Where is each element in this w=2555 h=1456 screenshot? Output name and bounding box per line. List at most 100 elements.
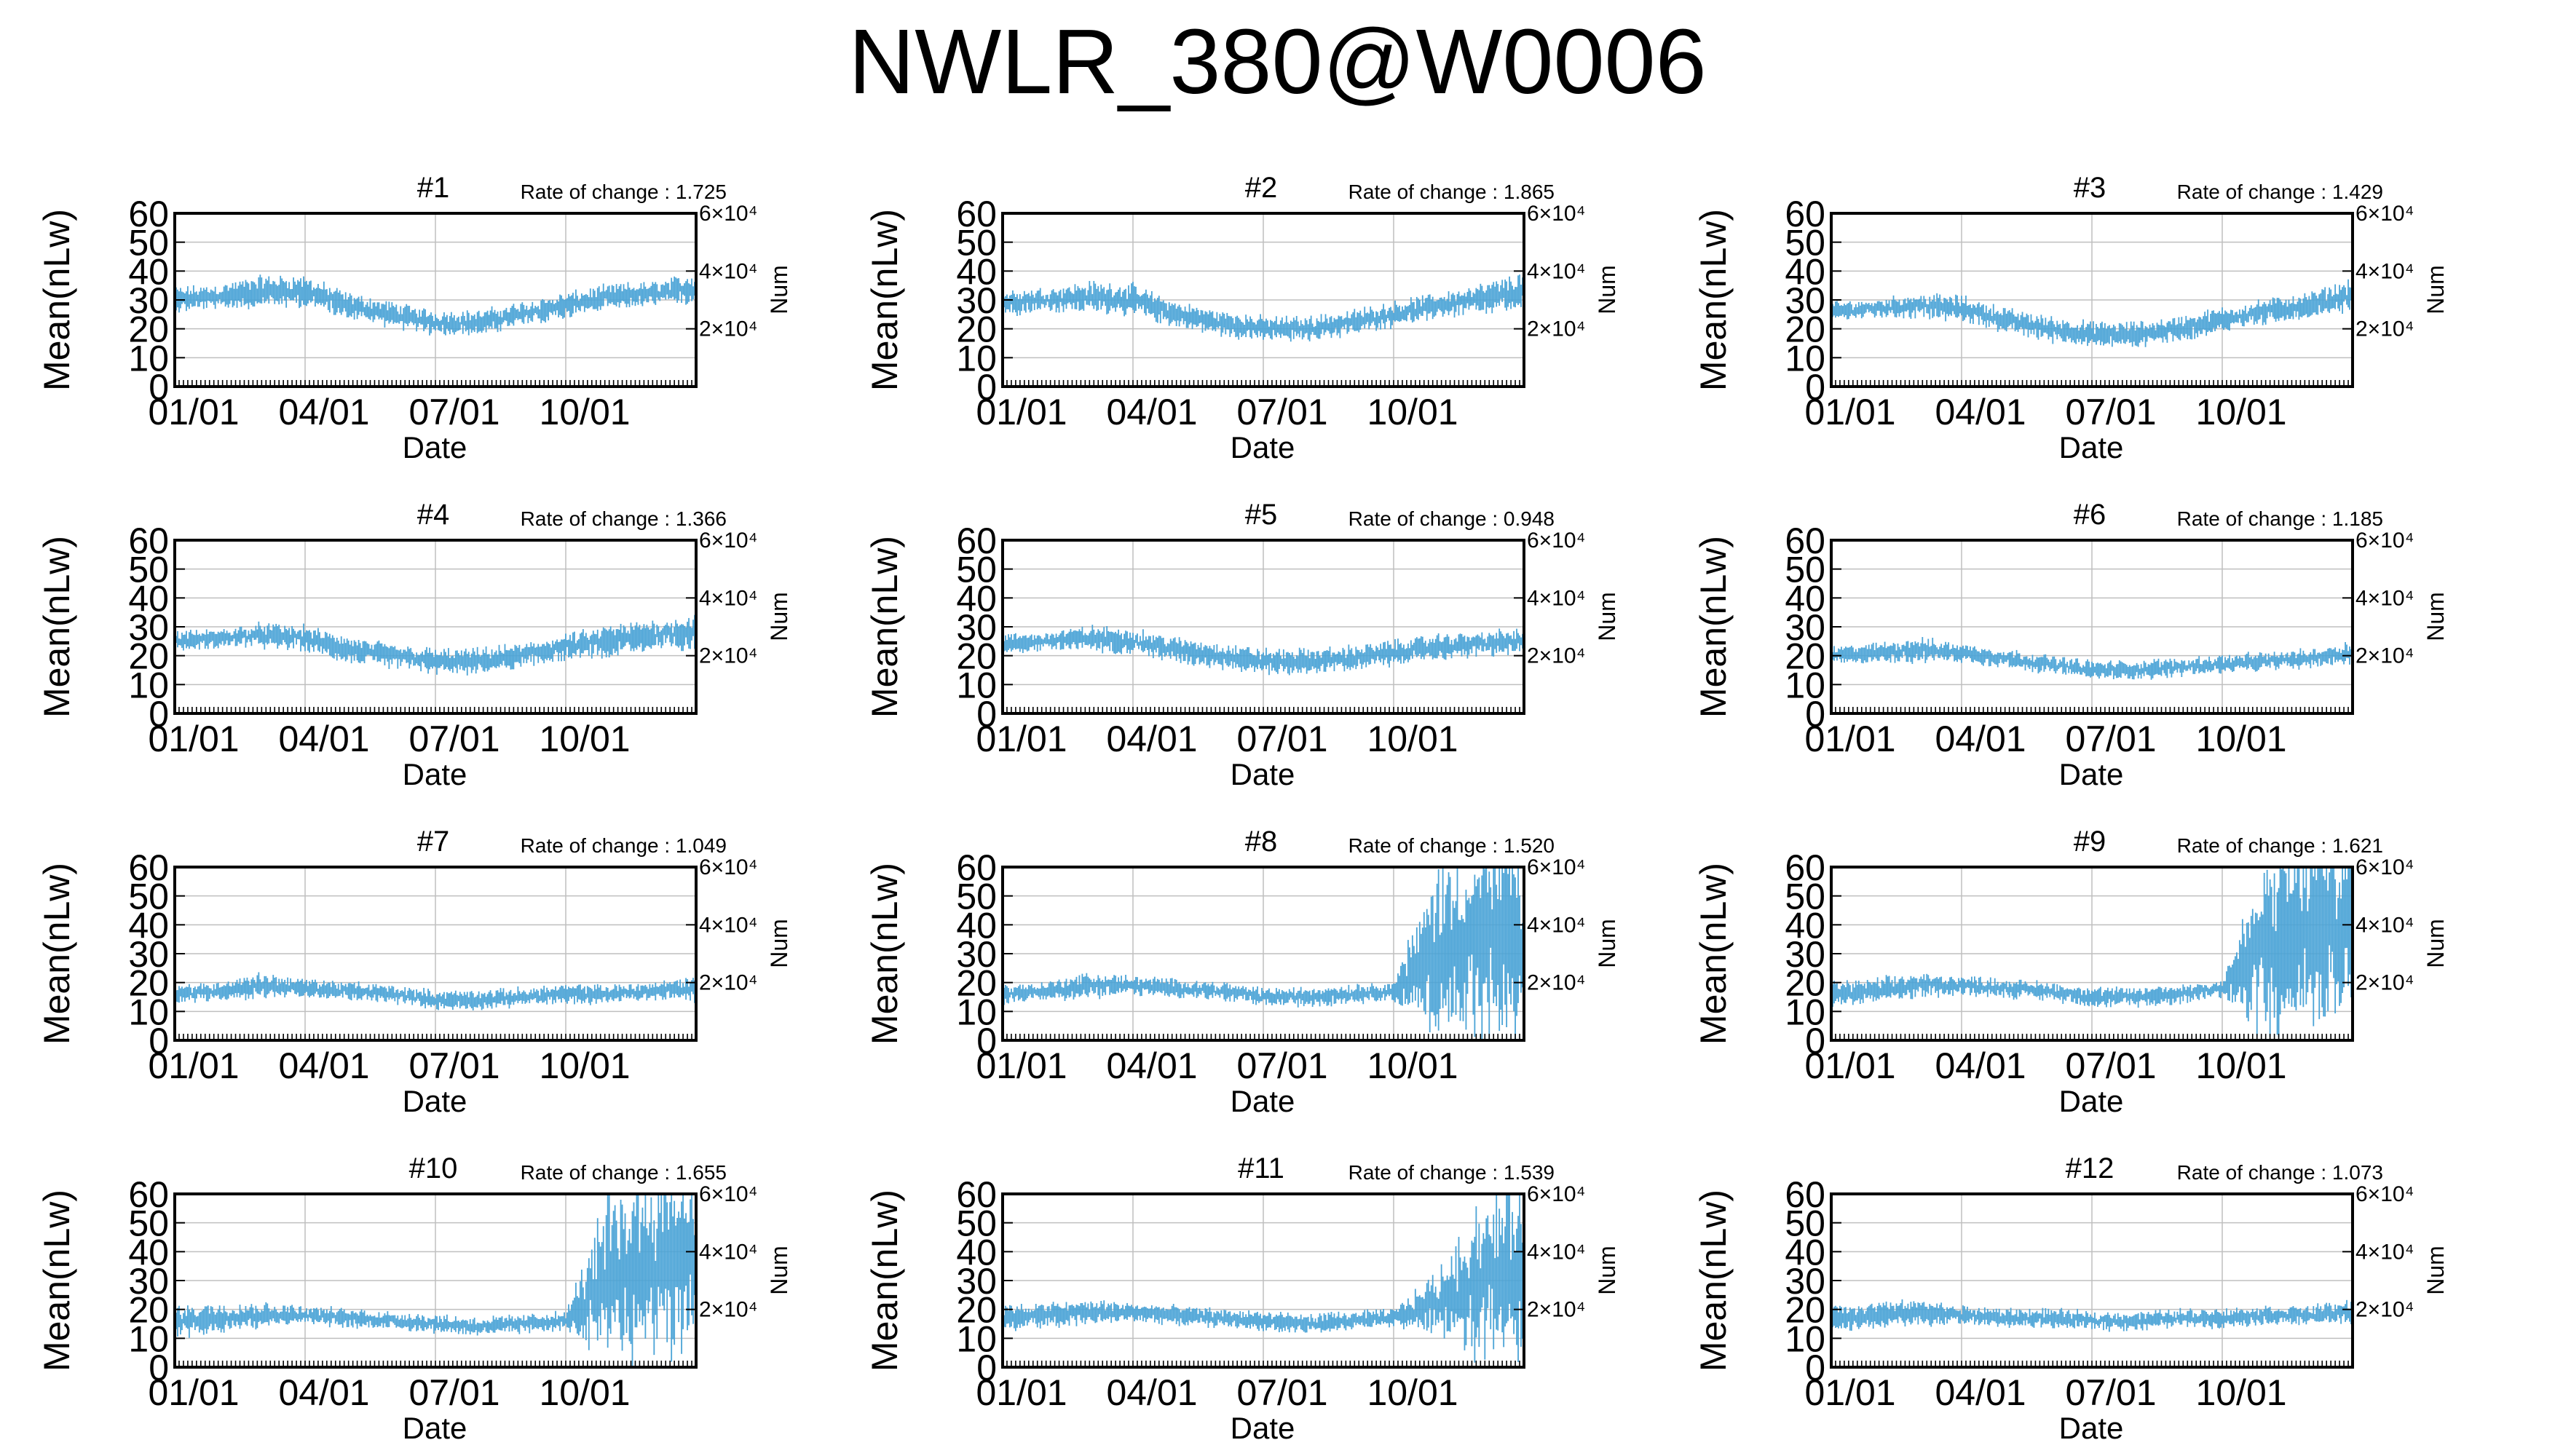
y2-tick-label: 2×10⁴ bbox=[2355, 317, 2414, 341]
y2-axis-label: Num bbox=[766, 919, 792, 968]
y-axis-label: Mean(nLw) bbox=[36, 536, 77, 718]
rate-of-change-label: Rate of change : 1.366 bbox=[521, 507, 727, 530]
chart-title: #6 bbox=[2074, 499, 2106, 531]
y2-tick-label: 4×10⁴ bbox=[1527, 586, 1585, 610]
chart-title: #5 bbox=[1245, 499, 1278, 531]
x-axis-label: Date bbox=[1231, 757, 1295, 791]
x-tick-label: 10/01 bbox=[539, 1045, 630, 1086]
data-series bbox=[1003, 625, 1523, 676]
y2-tick-label: 4×10⁴ bbox=[2355, 913, 2414, 937]
y2-tick-label: 6×10⁴ bbox=[1527, 202, 1585, 226]
y-tick-label: 60 bbox=[1785, 194, 1825, 234]
y-tick-label: 30 bbox=[128, 607, 169, 648]
data-series bbox=[1003, 867, 1523, 1040]
data-series bbox=[1831, 279, 2352, 347]
y-tick-label: 40 bbox=[956, 251, 997, 292]
y-tick-label: 40 bbox=[1785, 905, 1825, 946]
y-tick-label: 50 bbox=[956, 223, 997, 264]
y2-tick-label: 6×10⁴ bbox=[699, 202, 757, 226]
y-tick-label: 10 bbox=[1785, 992, 1825, 1032]
x-tick-label: 07/01 bbox=[1236, 1045, 1327, 1086]
y-tick-label: 60 bbox=[128, 847, 169, 888]
y2-tick-label: 4×10⁴ bbox=[699, 913, 757, 937]
x-tick-label: 01/01 bbox=[148, 719, 239, 759]
y2-tick-label: 6×10⁴ bbox=[2355, 855, 2414, 879]
chart-title: #3 bbox=[2074, 172, 2106, 204]
rate-of-change-label: Rate of change : 1.621 bbox=[2177, 834, 2383, 857]
x-tick-label: 04/01 bbox=[1106, 1045, 1197, 1086]
y-tick-label: 50 bbox=[128, 550, 169, 590]
y2-tick-label: 2×10⁴ bbox=[699, 317, 757, 341]
x-tick-label: 10/01 bbox=[539, 392, 630, 432]
x-tick-label: 04/01 bbox=[278, 719, 369, 759]
y-tick-label: 0 bbox=[976, 694, 997, 735]
data-series bbox=[175, 614, 695, 676]
x-tick-label: 10/01 bbox=[539, 719, 630, 759]
x-axis-label: Date bbox=[403, 757, 467, 791]
y-tick-label: 0 bbox=[1805, 367, 1825, 408]
x-tick-label: 01/01 bbox=[976, 719, 1067, 759]
rate-of-change-label: Rate of change : 1.049 bbox=[521, 834, 727, 857]
rate-of-change-label: Rate of change : 1.865 bbox=[1348, 181, 1555, 203]
y-tick-label: 50 bbox=[128, 877, 169, 917]
y2-tick-label: 2×10⁴ bbox=[1527, 971, 1585, 995]
x-tick-label: 04/01 bbox=[1935, 392, 2026, 432]
x-tick-label: 04/01 bbox=[1935, 1045, 2026, 1086]
y2-axis-label: Num bbox=[766, 592, 792, 641]
y-tick-label: 20 bbox=[128, 636, 169, 677]
y-tick-label: 0 bbox=[976, 367, 997, 408]
y-axis-label: Mean(nLw) bbox=[1693, 536, 1734, 718]
y-tick-label: 30 bbox=[1785, 934, 1825, 975]
x-axis-label: Date bbox=[2059, 1084, 2124, 1118]
x-tick-label: 01/01 bbox=[1804, 719, 1895, 759]
y-tick-label: 20 bbox=[956, 309, 997, 350]
y-tick-label: 60 bbox=[956, 847, 997, 888]
y2-tick-label: 4×10⁴ bbox=[2355, 586, 2414, 610]
rate-of-change-label: Rate of change : 1.429 bbox=[2177, 181, 2383, 203]
y-tick-label: 10 bbox=[1785, 338, 1825, 379]
y-tick-label: 60 bbox=[956, 521, 997, 561]
y-axis-label: Mean(nLw) bbox=[36, 863, 77, 1045]
y-axis-label: Mean(nLw) bbox=[864, 536, 905, 718]
y-axis-label: Mean(nLw) bbox=[1693, 863, 1734, 1045]
y2-tick-label: 2×10⁴ bbox=[2355, 644, 2414, 668]
y-tick-label: 40 bbox=[128, 251, 169, 292]
x-tick-label: 10/01 bbox=[2195, 719, 2286, 759]
y2-tick-label: 6×10⁴ bbox=[2355, 202, 2414, 226]
y2-tick-label: 6×10⁴ bbox=[699, 529, 757, 553]
y2-tick-label: 2×10⁴ bbox=[699, 971, 757, 995]
y2-tick-label: 4×10⁴ bbox=[1527, 259, 1585, 283]
y-tick-label: 40 bbox=[128, 905, 169, 946]
x-tick-label: 10/01 bbox=[1367, 392, 1458, 432]
y-tick-label: 20 bbox=[1785, 963, 1825, 1004]
y-axis-label: Mean(nLw) bbox=[864, 209, 905, 391]
x-tick-label: 10/01 bbox=[2195, 392, 2286, 432]
y-tick-label: 60 bbox=[128, 521, 169, 561]
y-tick-label: 10 bbox=[128, 338, 169, 379]
y-tick-label: 60 bbox=[128, 194, 169, 234]
y-tick-label: 10 bbox=[956, 665, 997, 705]
y-tick-label: 10 bbox=[1785, 665, 1825, 705]
y-tick-label: 0 bbox=[976, 1021, 997, 1061]
y-tick-label: 10 bbox=[956, 338, 997, 379]
y-tick-label: 0 bbox=[1805, 694, 1825, 735]
y-tick-label: 20 bbox=[1785, 309, 1825, 350]
chart-title: #8 bbox=[1245, 826, 1278, 858]
y-tick-label: 20 bbox=[128, 309, 169, 350]
x-tick-label: 01/01 bbox=[976, 392, 1067, 432]
y2-axis-label: Num bbox=[2422, 265, 2449, 314]
y-tick-label: 20 bbox=[1785, 636, 1825, 677]
chart-title: #4 bbox=[417, 499, 450, 531]
x-axis-label: Date bbox=[403, 430, 467, 464]
x-tick-label: 01/01 bbox=[148, 392, 239, 432]
y-tick-label: 30 bbox=[128, 280, 169, 321]
y-axis-label: Mean(nLw) bbox=[36, 209, 77, 391]
y-tick-label: 10 bbox=[956, 992, 997, 1032]
y-tick-label: 30 bbox=[956, 607, 997, 648]
